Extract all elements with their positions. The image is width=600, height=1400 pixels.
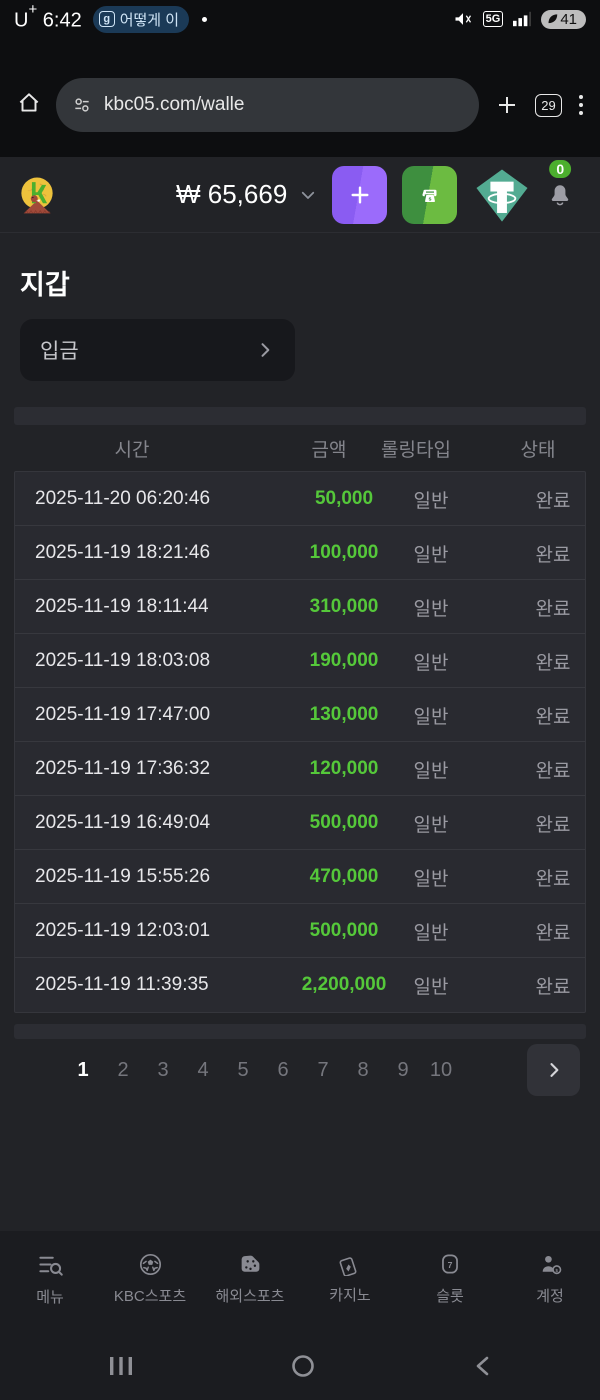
svg-text:$: $: [555, 1268, 558, 1273]
svg-text:7: 7: [448, 1260, 453, 1270]
svg-text:$: $: [428, 196, 431, 202]
